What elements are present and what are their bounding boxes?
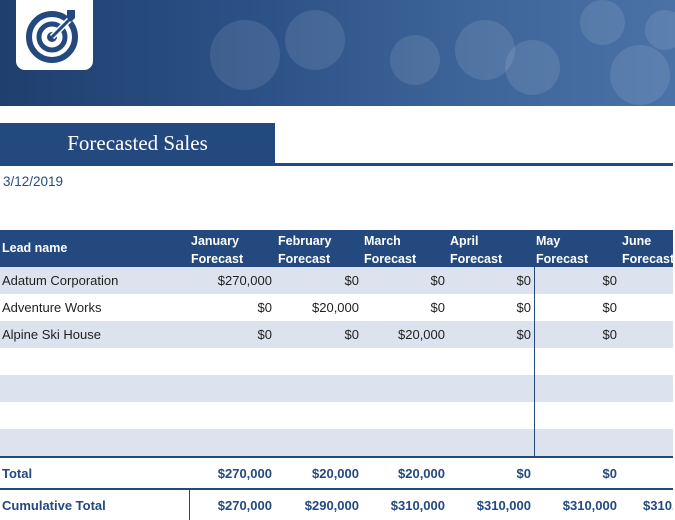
empty-table-row[interactable] <box>0 348 673 375</box>
lead-name-cell[interactable]: Adventure Works <box>2 300 102 315</box>
value-cell[interactable]: $0 <box>516 327 531 342</box>
column-header[interactable]: February Forecast <box>278 234 332 266</box>
value-cell[interactable]: $0 <box>602 300 617 315</box>
column-header[interactable]: May Forecast <box>536 234 589 266</box>
value-cell[interactable]: $0 <box>516 273 531 288</box>
table-row[interactable]: Alpine Ski House $0 $0 $20,000 $0 $0 <box>0 321 673 348</box>
value-cell[interactable]: $20,000 <box>398 327 445 342</box>
empty-table-row[interactable] <box>0 429 673 456</box>
total-value[interactable]: $20,000 <box>398 466 445 481</box>
table-header-row: Lead name January Forecast February Foreca… <box>0 230 675 267</box>
cumulative-value[interactable]: $310,000 <box>390 498 445 513</box>
total-value[interactable]: $0 <box>516 466 531 481</box>
table-row[interactable]: Adventure Works $0 $20,000 $0 $0 $0 <box>0 294 673 321</box>
value-cell[interactable]: $0 <box>430 273 445 288</box>
cumulative-total-row[interactable]: Cumulative Total $270,000 $290,000 $310,… <box>0 490 673 520</box>
lead-name-cell[interactable]: Adatum Corporation <box>2 273 119 288</box>
lead-name-header[interactable]: Lead name <box>2 241 68 255</box>
logo-tile <box>16 0 93 70</box>
title-rule <box>0 163 673 166</box>
cumulative-value[interactable]: $270,000 <box>217 498 272 513</box>
value-cell[interactable]: $0 <box>602 273 617 288</box>
column-header[interactable]: January Forecast <box>191 234 244 266</box>
empty-table-row[interactable] <box>0 402 673 429</box>
value-cell[interactable]: $0 <box>257 327 272 342</box>
banner-bokeh <box>645 10 675 50</box>
value-cell[interactable]: $0 <box>516 300 531 315</box>
total-label[interactable]: Total <box>2 466 33 481</box>
column-header[interactable]: June Forecast <box>622 234 675 266</box>
cumulative-value[interactable]: $310,000 <box>562 498 617 513</box>
column-header[interactable]: March Forecast <box>364 234 417 266</box>
banner-bokeh <box>610 45 670 105</box>
cumulative-value[interactable]: $310,000 <box>476 498 531 513</box>
report-date[interactable]: 3/12/2019 <box>3 174 64 189</box>
cumulative-value[interactable]: $290,000 <box>304 498 359 513</box>
value-cell[interactable]: $0 <box>344 327 359 342</box>
cumulative-rule <box>0 488 673 490</box>
empty-table-row[interactable] <box>0 375 673 402</box>
value-cell[interactable]: $0 <box>257 300 272 315</box>
value-cell[interactable]: $0 <box>344 273 359 288</box>
page-title: Forecasted Sales <box>0 123 275 163</box>
banner-bokeh <box>580 0 625 45</box>
target-arrow-icon <box>26 10 78 63</box>
banner-bokeh <box>210 20 280 90</box>
cumulative-divider <box>189 490 190 520</box>
banner-bokeh <box>285 10 345 70</box>
banner-bokeh <box>505 40 560 95</box>
value-cell[interactable]: $0 <box>430 300 445 315</box>
value-cell[interactable]: $20,000 <box>312 300 359 315</box>
lead-name-cell[interactable]: Alpine Ski House <box>2 327 101 342</box>
column-header[interactable]: April Forecast <box>450 234 503 266</box>
value-cell[interactable]: $270,000 <box>217 273 272 288</box>
column-divider <box>534 267 535 457</box>
total-value[interactable]: $270,000 <box>217 466 272 481</box>
header-banner <box>0 0 675 106</box>
banner-bokeh <box>455 20 515 80</box>
cumulative-value[interactable]: $310,000 <box>643 498 673 513</box>
banner-bokeh <box>390 35 440 85</box>
table-row[interactable]: Adatum Corporation $270,000 $0 $0 $0 $0 <box>0 267 673 294</box>
total-row[interactable]: Total $270,000 $20,000 $20,000 $0 $0 <box>0 458 673 488</box>
cumulative-total-label[interactable]: Cumulative Total <box>2 498 106 513</box>
total-value[interactable]: $0 <box>602 466 617 481</box>
total-value[interactable]: $20,000 <box>312 466 359 481</box>
value-cell[interactable]: $0 <box>602 327 617 342</box>
total-rule <box>0 456 673 458</box>
